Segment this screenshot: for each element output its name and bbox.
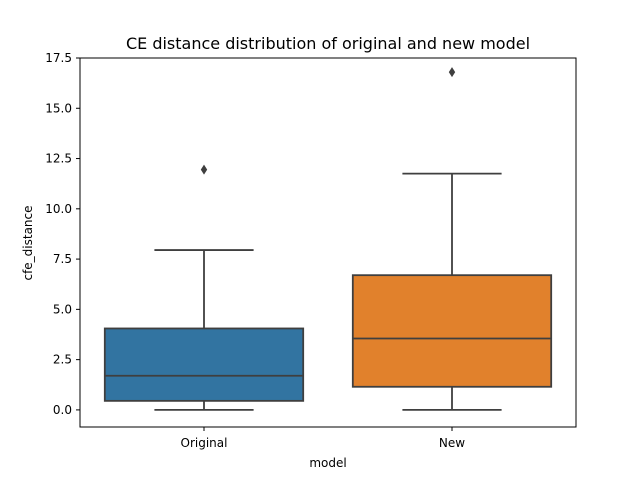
boxes-layer: [103, 67, 553, 411]
outlier-point-new: [448, 67, 456, 78]
box-group-original: [103, 164, 305, 411]
box-original: [103, 327, 305, 402]
box-new: [351, 274, 553, 388]
x-tick-label: New: [439, 436, 465, 450]
y-axis: 0.0 2.5 5.0 7.5 10.0 12.5 15.0 17.5: [45, 51, 80, 417]
y-tick-label: 10.0: [45, 202, 72, 216]
x-tick-label: Original: [181, 436, 228, 450]
y-tick-label: 5.0: [53, 302, 72, 316]
chart-title: CE distance distribution of original and…: [126, 34, 530, 53]
outlier-point-original: [200, 164, 208, 175]
y-tick-label: 15.0: [45, 101, 72, 115]
y-axis-label: cfe_distance: [21, 205, 35, 280]
y-tick-label: 12.5: [45, 152, 72, 166]
y-tick-label: 17.5: [45, 51, 72, 65]
y-tick-label: 2.5: [53, 353, 72, 367]
box-group-new: [351, 67, 553, 411]
y-tick-label: 7.5: [53, 252, 72, 266]
x-axis-label: model: [309, 456, 346, 470]
y-tick-label: 0.0: [53, 403, 72, 417]
x-axis: Original New: [181, 427, 465, 450]
plot-frame: [79, 57, 577, 428]
